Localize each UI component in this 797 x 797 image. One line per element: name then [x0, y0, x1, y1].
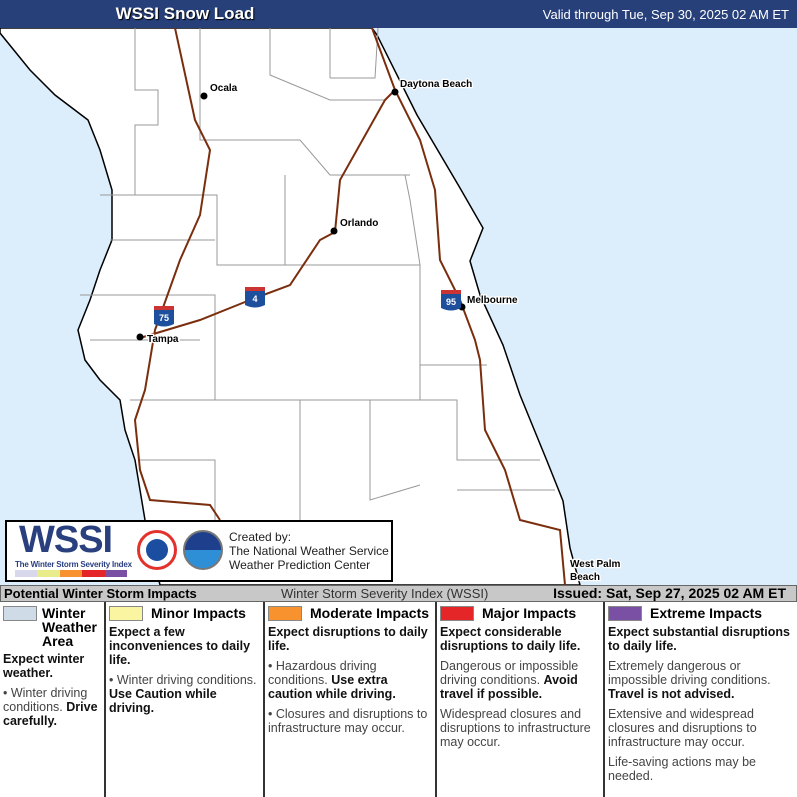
- legend-item: Dangerous or impossible driving conditio…: [440, 659, 579, 701]
- legend-item: Life-saving actions may be needed.: [608, 755, 756, 783]
- legend-item: • Closures and disruptions to infrastruc…: [268, 707, 428, 735]
- legend-column: Winter Weather Area Expect winter weather…: [0, 602, 106, 797]
- issued-time: Issued: Sat, Sep 27, 2025 02 AM ET: [553, 585, 786, 601]
- legend-item: Extremely dangerous or impossible drivin…: [608, 659, 771, 701]
- city-label: Ocala: [210, 83, 238, 94]
- i4-route: [139, 89, 396, 339]
- legend-expect: Expect considerable disruptions to daily…: [440, 625, 581, 653]
- legend-heading: Potential Winter Storm Impacts: [4, 586, 197, 601]
- map-title: WSSI Snow Load: [115, 4, 255, 23]
- county-lines: [80, 28, 555, 520]
- city-label: West Palm: [570, 559, 620, 570]
- i95-shield-icon: 95: [441, 290, 461, 311]
- legend-title: Major Impacts: [440, 606, 600, 621]
- city-dot-tampa: [136, 333, 144, 341]
- legend-expect: Expect winter weather.: [3, 652, 85, 680]
- wssi-logo: WSSI: [19, 522, 113, 558]
- legend-swatch: [3, 606, 37, 621]
- valid-time: Valid through Tue, Sep 30, 2025 02 AM ET: [542, 7, 789, 22]
- city-label: Beach: [570, 572, 600, 583]
- legend-expect: Expect a few inconveniences to daily lif…: [109, 625, 251, 667]
- city-dot-daytona: [391, 88, 399, 96]
- legend-title: Winter Weather Area: [3, 606, 101, 648]
- noaa-logo-icon: [183, 530, 223, 570]
- legend-bar: Potential Winter Storm Impacts Winter St…: [0, 585, 797, 602]
- nws-logo-icon: [137, 530, 177, 570]
- header: WSSI Snow Load Valid through Tue, Sep 30…: [0, 0, 797, 28]
- i75-route: [133, 28, 221, 521]
- legend-swatch: [440, 606, 474, 621]
- logo-box: WSSI The Winter Storm Severity Index Cre…: [5, 520, 393, 582]
- legend-swatch: [608, 606, 642, 621]
- legend-column: Extreme Impacts Expect substantial disrup…: [605, 602, 797, 797]
- legend-column: Moderate Impacts Expect disruptions to da…: [265, 602, 437, 797]
- i75-shield-icon: 75: [154, 306, 174, 327]
- city-dot-orlando: [330, 227, 338, 235]
- i95-route: [371, 28, 566, 585]
- legend-column: Major Impacts Expect considerable disrupt…: [437, 602, 605, 797]
- legend-title: Extreme Impacts: [608, 606, 794, 621]
- legend-item: • Hazardous driving conditions. Use extr…: [268, 659, 396, 701]
- legend-expect: Expect disruptions to daily life.: [268, 625, 428, 653]
- legend-expect: Expect substantial disruptions to daily …: [608, 625, 790, 653]
- city-label: Daytona Beach: [400, 79, 472, 90]
- legend-item: • Winter driving conditions. Drive caref…: [3, 686, 98, 728]
- legend-item: Widespread closures and disruptions to i…: [440, 707, 591, 749]
- svg-text:75: 75: [159, 313, 169, 323]
- interstates: [133, 28, 566, 585]
- created-by: Created by: The National Weather Service W…: [229, 530, 389, 572]
- legend-swatch: [268, 606, 302, 621]
- city-label: Melbourne: [467, 295, 518, 306]
- svg-text:95: 95: [446, 297, 456, 307]
- legend-column: Minor Impacts Expect a few inconveniences…: [106, 602, 265, 797]
- wssi-subtitle: The Winter Storm Severity Index: [15, 560, 132, 569]
- city-label: Tampa: [147, 334, 179, 345]
- legend-item: Extensive and widespread closures and di…: [608, 707, 757, 749]
- city-dot-ocala: [200, 92, 208, 100]
- legend-title: Moderate Impacts: [268, 606, 432, 621]
- legend-title: Minor Impacts: [109, 606, 260, 621]
- wssi-color-bar: [15, 570, 128, 577]
- svg-text:4: 4: [252, 294, 257, 304]
- legend-swatch: [109, 606, 143, 621]
- i4-shield-icon: 4: [245, 287, 265, 308]
- legend-item: • Winter driving conditions. Use Caution…: [109, 673, 257, 715]
- city-label: Orlando: [340, 218, 378, 229]
- map[interactable]: Ocala Daytona Beach Orlando Melbourne Ta…: [0, 28, 797, 585]
- interstate-shields: 75 4 95: [154, 287, 461, 327]
- legend-index-name: Winter Storm Severity Index (WSSI): [281, 586, 489, 601]
